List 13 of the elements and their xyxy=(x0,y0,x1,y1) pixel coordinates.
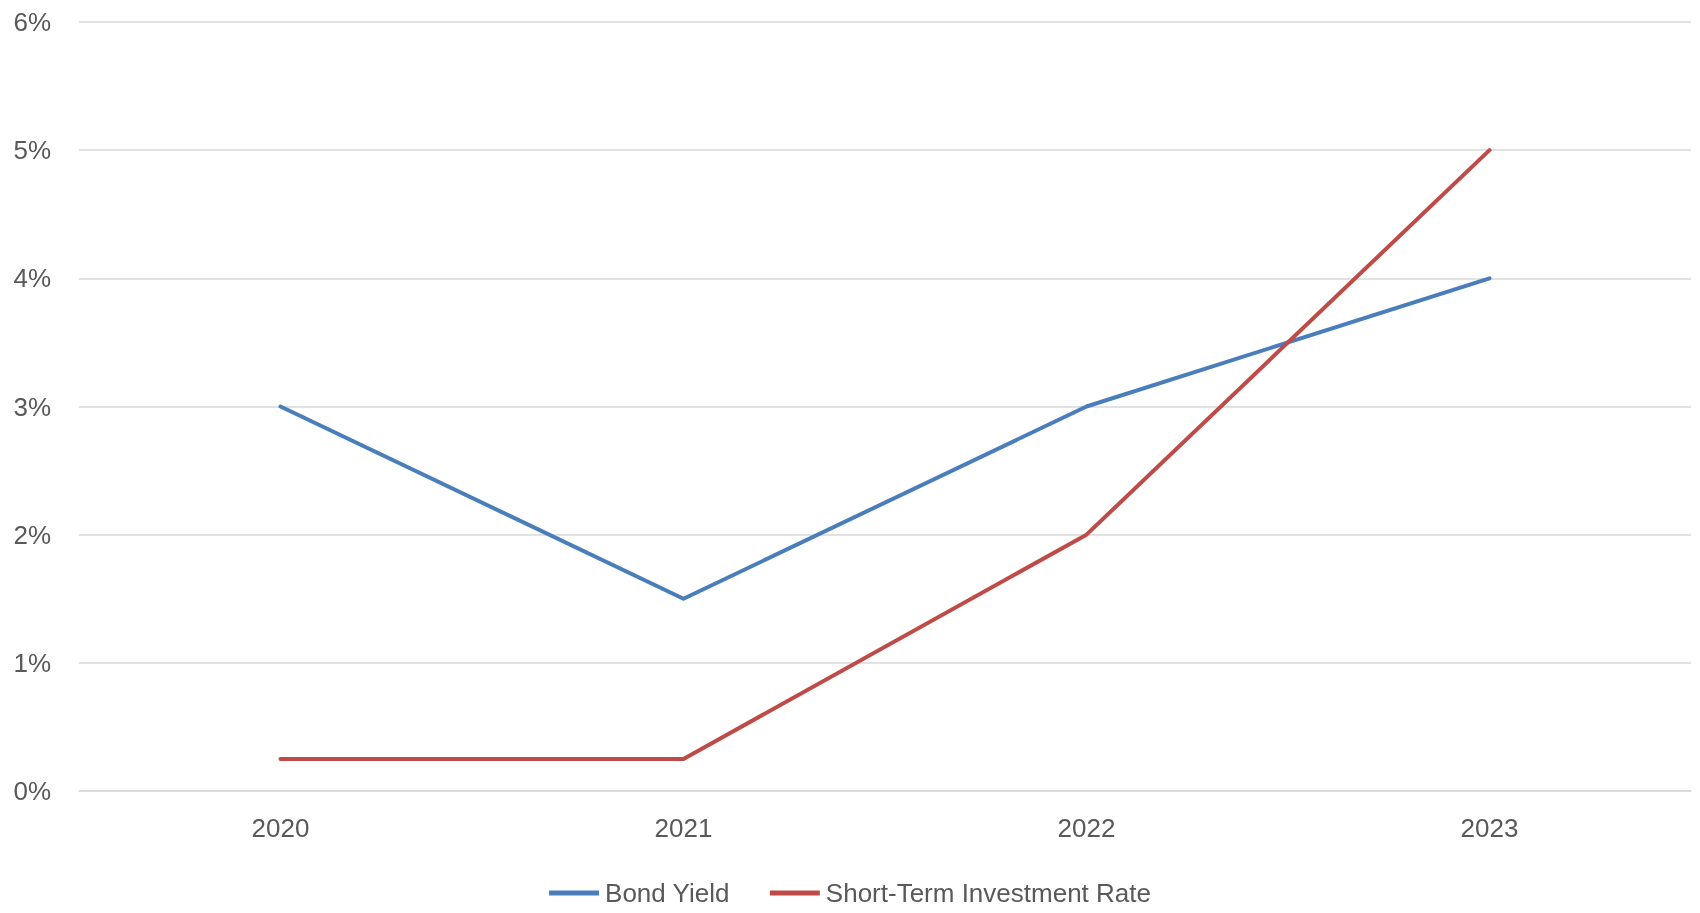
legend-label: Bond Yield xyxy=(605,878,730,908)
y-tick-label: 1% xyxy=(13,647,51,678)
y-tick-label: 5% xyxy=(13,135,51,166)
y-tick-label: 6% xyxy=(13,7,51,37)
x-tick-label: 2022 xyxy=(1057,813,1116,843)
y-tick-label: 0% xyxy=(13,776,51,806)
y-tick-label: 4% xyxy=(13,263,51,294)
legend-label: Short-Term Investment Rate xyxy=(825,878,1151,908)
x-tick-label: 2021 xyxy=(654,813,713,843)
x-tick-label: 2020 xyxy=(251,813,310,843)
y-tick-label: 2% xyxy=(13,519,51,550)
y-tick-label: 3% xyxy=(13,391,51,422)
x-tick-label: 2023 xyxy=(1460,813,1519,843)
